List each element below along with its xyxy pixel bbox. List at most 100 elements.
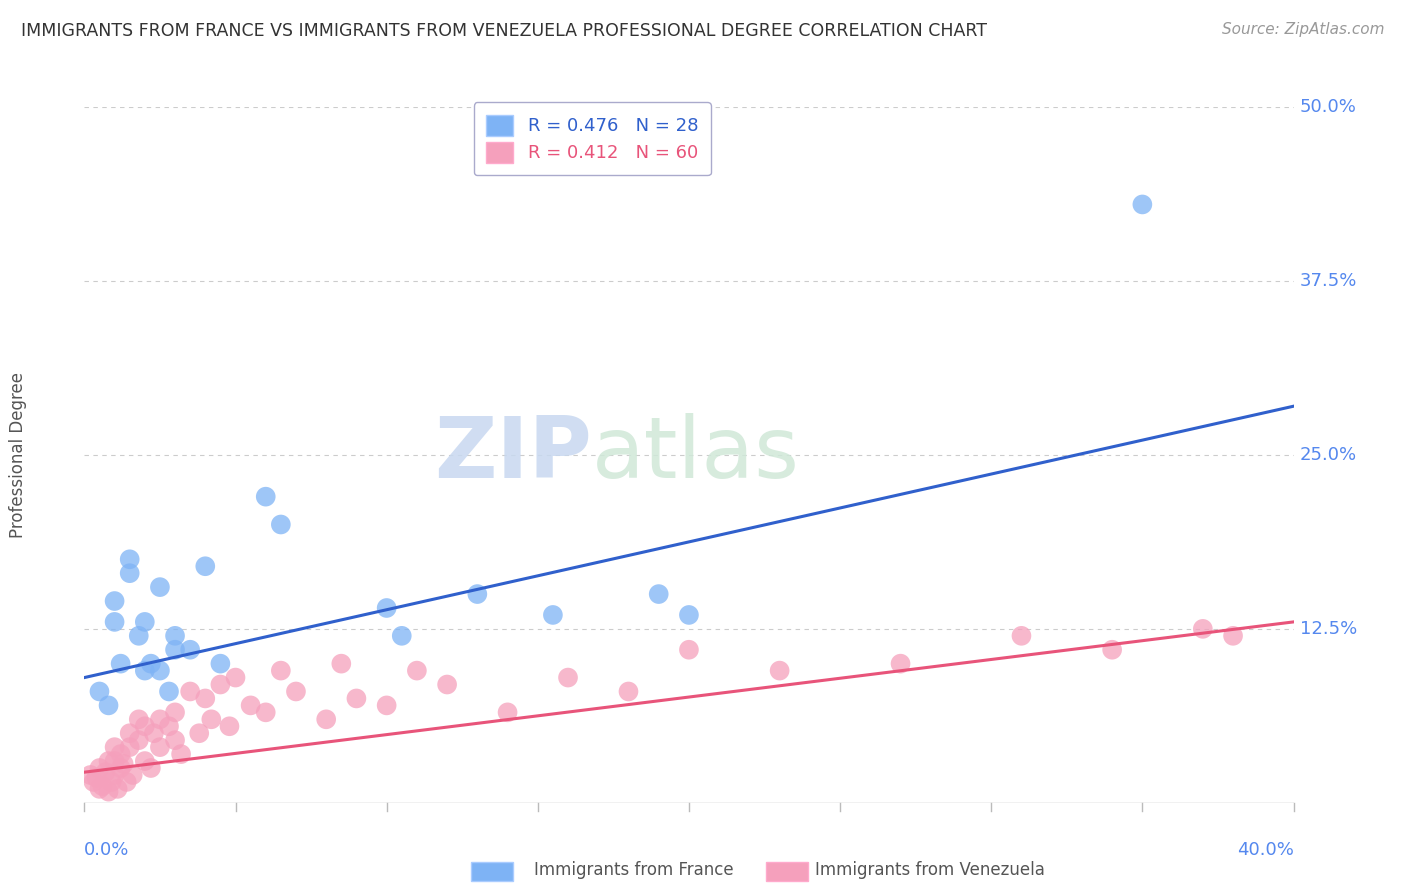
Point <box>406 664 429 678</box>
Point <box>94 765 117 780</box>
Point <box>104 740 127 755</box>
Point <box>678 607 700 622</box>
Point <box>134 719 156 733</box>
Point <box>118 566 141 581</box>
Point <box>254 490 277 504</box>
Point <box>163 642 186 657</box>
Point <box>496 706 519 720</box>
Text: IMMIGRANTS FROM FRANCE VS IMMIGRANTS FROM VENEZUELA PROFESSIONAL DEGREE CORRELAT: IMMIGRANTS FROM FRANCE VS IMMIGRANTS FRO… <box>21 22 987 40</box>
Point <box>104 754 127 768</box>
Point <box>134 615 156 629</box>
Text: 50.0%: 50.0% <box>1299 98 1357 116</box>
Text: 40.0%: 40.0% <box>1237 841 1294 859</box>
Point <box>330 657 353 671</box>
Point <box>142 726 165 740</box>
Point <box>270 664 292 678</box>
Point <box>118 726 141 740</box>
Point <box>1130 197 1153 211</box>
Point <box>225 671 247 685</box>
Point <box>557 671 579 685</box>
Point <box>149 580 172 594</box>
Point <box>1191 622 1213 636</box>
Point <box>157 719 180 733</box>
Point <box>541 607 564 622</box>
Point <box>209 657 232 671</box>
Point <box>110 761 132 775</box>
Text: Source: ZipAtlas.com: Source: ZipAtlas.com <box>1222 22 1385 37</box>
Point <box>467 587 489 601</box>
Point <box>375 698 398 713</box>
Text: atlas: atlas <box>592 413 800 497</box>
Point <box>179 642 201 657</box>
Point <box>128 629 150 643</box>
Point <box>170 747 193 761</box>
Point <box>163 706 186 720</box>
Text: Professional Degree: Professional Degree <box>8 372 27 538</box>
Point <box>110 657 132 671</box>
Point <box>1222 629 1244 643</box>
Point <box>86 771 108 785</box>
Point <box>391 629 413 643</box>
Point <box>97 698 120 713</box>
Point <box>163 629 186 643</box>
Text: ZIP: ZIP <box>434 413 592 497</box>
Text: 37.5%: 37.5% <box>1299 272 1357 290</box>
Point <box>188 726 211 740</box>
Point <box>194 559 217 574</box>
Text: Immigrants from France: Immigrants from France <box>534 861 734 879</box>
Legend: R = 0.476   N = 28, R = 0.412   N = 60: R = 0.476 N = 28, R = 0.412 N = 60 <box>474 103 711 176</box>
Point <box>179 684 201 698</box>
Point <box>97 754 120 768</box>
Point <box>91 779 114 793</box>
Point <box>89 781 111 796</box>
Point <box>149 740 172 755</box>
Point <box>254 706 277 720</box>
Point <box>118 552 141 566</box>
Point <box>134 754 156 768</box>
Text: 0.0%: 0.0% <box>84 841 129 859</box>
Point <box>118 740 141 755</box>
Point <box>104 594 127 608</box>
Point <box>346 691 368 706</box>
Point <box>89 761 111 775</box>
Point <box>769 664 792 678</box>
Point <box>157 684 180 698</box>
Point <box>110 747 132 761</box>
Point <box>375 601 398 615</box>
Point <box>82 775 104 789</box>
Point <box>1101 642 1123 657</box>
Point <box>209 677 232 691</box>
Point <box>112 756 135 771</box>
Point <box>121 768 143 782</box>
Point <box>1010 629 1032 643</box>
Point <box>200 712 222 726</box>
Point <box>104 768 127 782</box>
Point <box>139 657 162 671</box>
Point <box>270 517 292 532</box>
Point <box>890 657 912 671</box>
Point <box>97 785 120 799</box>
Point <box>128 733 150 747</box>
Point <box>315 712 337 726</box>
Point <box>100 775 122 789</box>
Point <box>149 712 172 726</box>
Point <box>134 664 156 678</box>
Point <box>218 719 240 733</box>
Point <box>104 615 127 629</box>
Point <box>107 781 129 796</box>
Point <box>647 587 671 601</box>
Point <box>128 712 150 726</box>
Point <box>115 775 138 789</box>
Point <box>617 684 640 698</box>
Point <box>89 684 111 698</box>
Point <box>436 677 458 691</box>
Point <box>149 664 172 678</box>
Text: Immigrants from Venezuela: Immigrants from Venezuela <box>815 861 1045 879</box>
Point <box>139 761 162 775</box>
Point <box>239 698 262 713</box>
Text: 12.5%: 12.5% <box>1299 620 1357 638</box>
Point <box>163 733 186 747</box>
Point <box>678 642 700 657</box>
Point <box>284 684 308 698</box>
Point <box>79 768 101 782</box>
